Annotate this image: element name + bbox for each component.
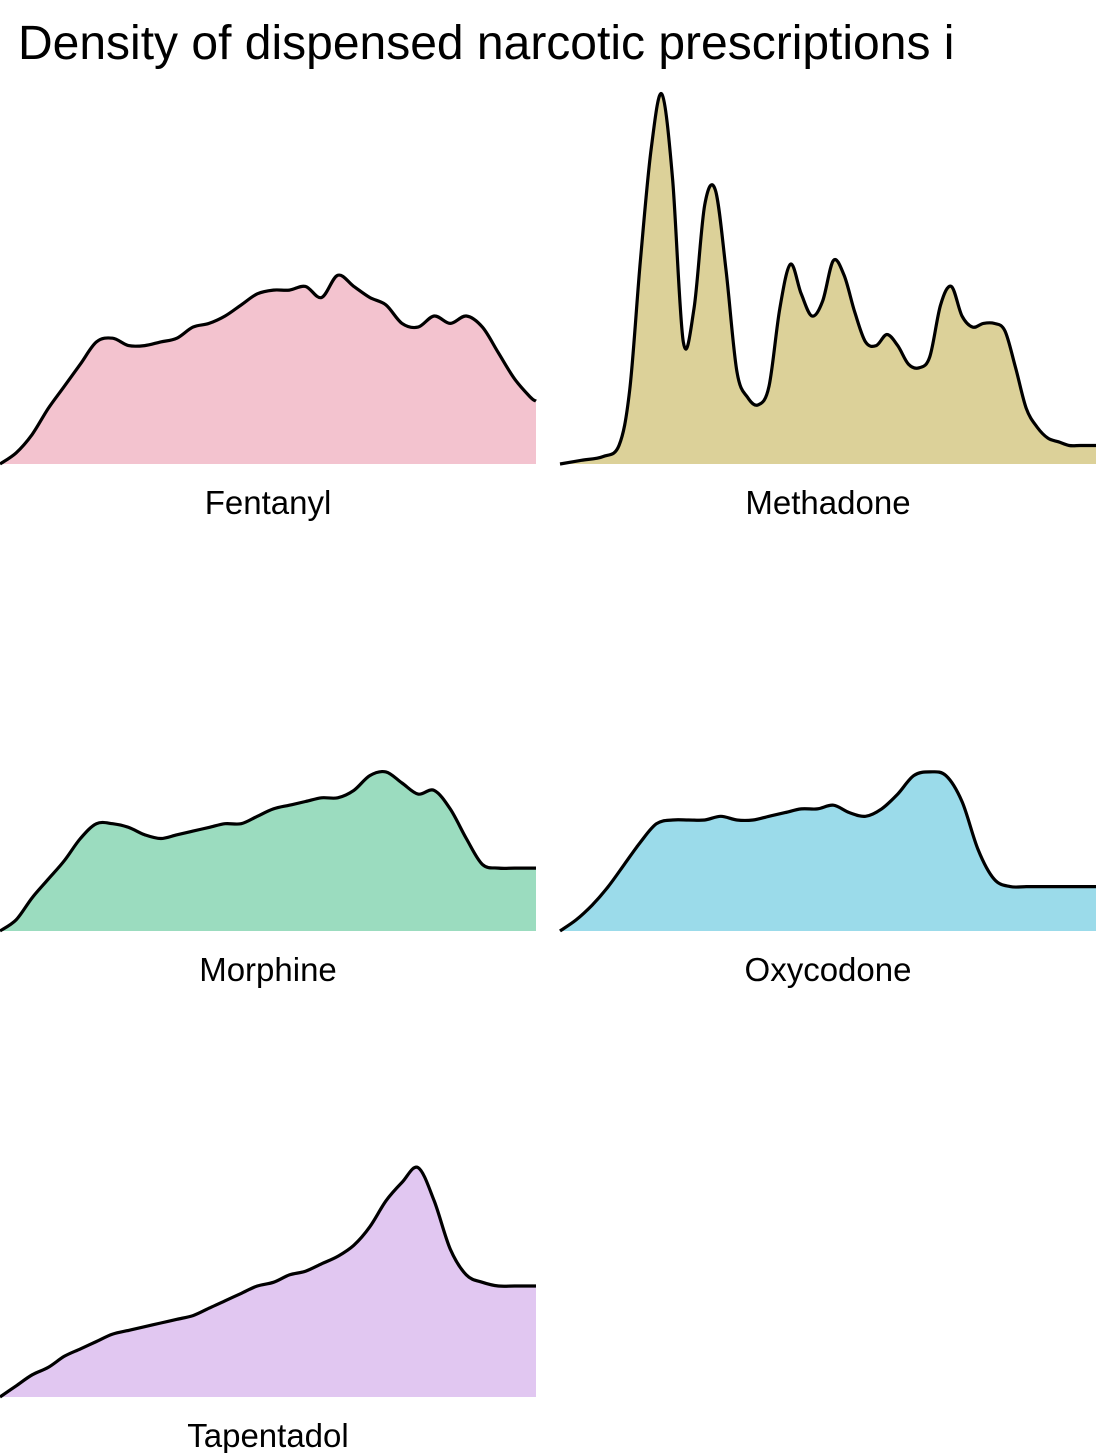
- panel-fentanyl: Fentanyl: [0, 273, 537, 521]
- panel-morphine: Morphine: [0, 769, 536, 988]
- panel-label-tapentadol: Tapentadol: [187, 1417, 348, 1453]
- density-line-methadone: [559, 92, 1096, 466]
- panel-label-morphine: Morphine: [199, 951, 337, 988]
- panel-oxycodone: Oxycodone: [559, 770, 1096, 988]
- density-area-oxycodone: [560, 771, 1096, 931]
- density-line-oxycodone: [559, 770, 1096, 933]
- panel-label-methadone: Methadone: [745, 484, 910, 521]
- density-area-fentanyl: [0, 275, 536, 464]
- density-line-fentanyl: [0, 273, 537, 466]
- panel-label-fentanyl: Fentanyl: [205, 484, 332, 521]
- panel-label-oxycodone: Oxycodone: [745, 951, 912, 988]
- panel-methadone: Methadone: [559, 92, 1096, 521]
- chart-title: Density of dispensed narcotic prescripti…: [18, 17, 955, 70]
- density-line-tapentadol: [0, 1165, 536, 1399]
- density-area-tapentadol: [0, 1167, 536, 1397]
- density-line-morphine: [0, 769, 536, 933]
- panel-tapentadol: Tapentadol: [0, 1165, 536, 1453]
- density-area-morphine: [0, 771, 536, 931]
- density-area-methadone: [560, 93, 1096, 464]
